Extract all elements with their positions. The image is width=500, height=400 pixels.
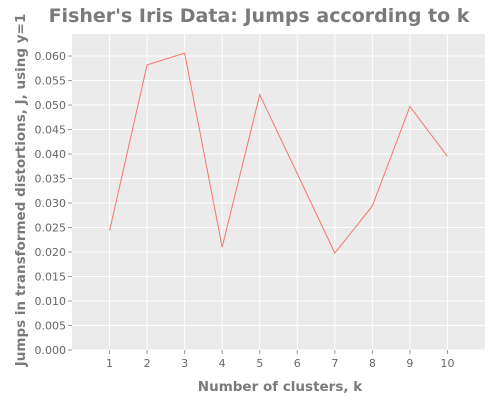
y-axis-title: Jumps in transformed distortions, J, usi… bbox=[13, 14, 29, 367]
x-tick-label: 7 bbox=[331, 357, 338, 370]
y-gridlines bbox=[72, 55, 485, 351]
jump-series-line bbox=[109, 52, 448, 254]
data-point-k8 bbox=[371, 204, 374, 207]
x-axis-title: Number of clusters, k bbox=[198, 379, 363, 395]
x-gridlines bbox=[109, 34, 448, 350]
data-point-k4 bbox=[221, 246, 224, 249]
x-axis-ticks: 1 2 3 4 5 6 7 8 9 10 bbox=[106, 350, 454, 370]
y-tick-label: 0.045 bbox=[35, 124, 67, 137]
y-tick-label: 0.005 bbox=[35, 320, 67, 333]
data-point-k6 bbox=[296, 172, 299, 175]
y-axis-ticks: 0.000 0.005 0.010 0.015 0.020 0.025 0.030 0.035… bbox=[35, 50, 72, 357]
data-point-k1 bbox=[108, 229, 111, 232]
x-tick-label: 2 bbox=[144, 357, 151, 370]
series-group bbox=[108, 52, 449, 254]
x-tick-label: 1 bbox=[106, 357, 113, 370]
y-tick-label: 0.030 bbox=[35, 197, 67, 210]
y-tick-label: 0.050 bbox=[35, 99, 67, 112]
y-tick-label: 0.020 bbox=[35, 246, 67, 259]
y-tick-label: 0.060 bbox=[35, 50, 67, 63]
data-point-k2 bbox=[146, 63, 149, 66]
x-tick-label: 5 bbox=[256, 357, 263, 370]
y-tick-label: 0.025 bbox=[35, 222, 67, 235]
chart-title: Fisher's Iris Data: Jumps according to k bbox=[49, 5, 470, 27]
y-tick-label: 0.015 bbox=[35, 271, 67, 284]
x-tick-label: 3 bbox=[181, 357, 188, 370]
data-point-k5 bbox=[258, 93, 261, 96]
y-tick-label: 0.035 bbox=[35, 173, 67, 186]
data-point-k10 bbox=[446, 155, 449, 158]
y-tick-label: 0.055 bbox=[35, 75, 67, 88]
y-tick-label: 0.000 bbox=[35, 344, 67, 357]
x-tick-label: 4 bbox=[219, 357, 226, 370]
data-point-k9 bbox=[408, 105, 411, 108]
x-tick-label: 8 bbox=[369, 357, 376, 370]
y-tick-label: 0.010 bbox=[35, 295, 67, 308]
y-tick-label: 0.040 bbox=[35, 148, 67, 161]
x-tick-label: 10 bbox=[440, 357, 454, 370]
x-tick-label: 9 bbox=[406, 357, 413, 370]
x-tick-label: 6 bbox=[294, 357, 301, 370]
data-point-k7 bbox=[333, 251, 336, 254]
plot-panel bbox=[72, 34, 485, 350]
data-point-k3 bbox=[183, 52, 186, 55]
